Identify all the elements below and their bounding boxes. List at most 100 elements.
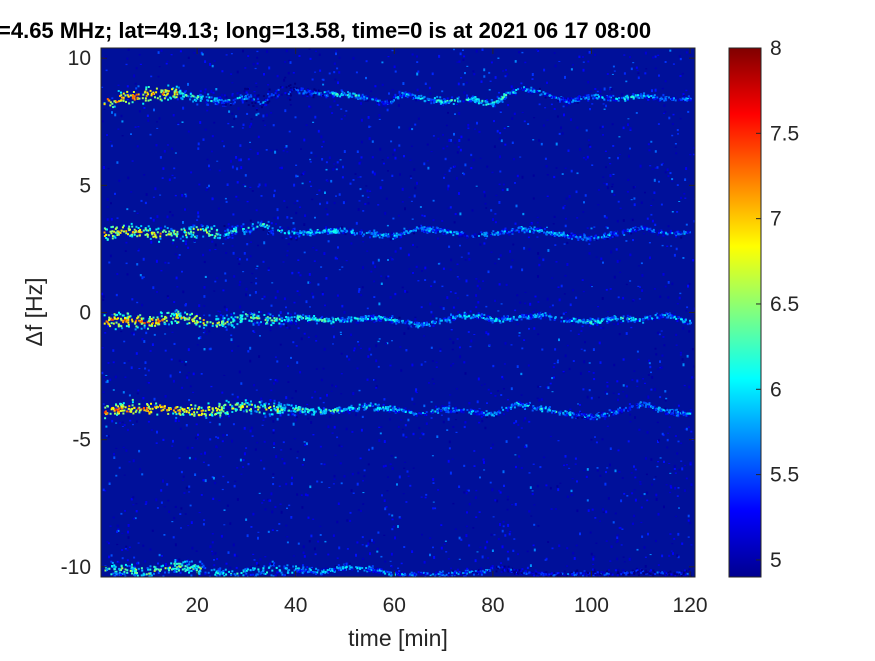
trace-point [223, 102, 226, 105]
noise-speck [102, 391, 105, 393]
noise-speck [616, 380, 619, 383]
noise-speck [116, 217, 119, 219]
trace-point [329, 232, 331, 235]
trace-point [168, 233, 171, 236]
noise-speck [530, 515, 533, 517]
noise-speck [202, 479, 205, 482]
noise-speck [462, 58, 465, 61]
noise-speck [488, 344, 491, 346]
noise-speck [540, 398, 543, 401]
trace-point [398, 321, 400, 324]
trace-point [163, 229, 166, 232]
noise-speck [452, 165, 455, 168]
noise-speck [267, 530, 270, 533]
noise-speck [513, 112, 516, 115]
noise-speck [139, 468, 141, 471]
noise-speck [249, 148, 252, 150]
noise-speck [231, 82, 234, 84]
noise-speck [187, 559, 190, 562]
noise-speck [463, 425, 466, 429]
noise-speck [601, 125, 604, 128]
trace-point [505, 94, 508, 97]
trace-point [607, 316, 609, 319]
noise-speck [586, 468, 589, 471]
trace-point [493, 105, 496, 108]
noise-speck [305, 124, 308, 126]
trace-point [411, 93, 413, 96]
trace-point [404, 91, 407, 94]
noise-speck [494, 499, 497, 502]
noise-speck [563, 113, 565, 117]
noise-speck [613, 70, 616, 72]
trace-point [213, 97, 216, 100]
noise-speck [238, 262, 241, 265]
noise-speck [520, 394, 523, 396]
trace-point [220, 97, 223, 100]
noise-speck [511, 117, 514, 120]
noise-speck [547, 541, 550, 543]
noise-speck [126, 99, 129, 100]
noise-speck [338, 444, 341, 447]
noise-speck [321, 146, 323, 148]
noise-speck [125, 449, 128, 452]
noise-speck [243, 252, 246, 255]
trace-point [499, 232, 502, 235]
trace-point [155, 322, 158, 325]
trace-point [306, 88, 309, 91]
trace-point [678, 233, 681, 236]
noise-speck [685, 427, 688, 431]
noise-speck [674, 146, 677, 148]
noise-speck [244, 67, 247, 69]
noise-speck [605, 226, 608, 228]
noise-speck [442, 307, 445, 310]
noise-speck [391, 528, 394, 531]
noise-speck [499, 111, 502, 113]
trace-point [355, 96, 358, 99]
noise-speck [250, 122, 253, 126]
noise-speck [475, 49, 478, 53]
noise-speck [545, 557, 548, 561]
trace-point [683, 322, 686, 325]
trace-point [407, 93, 410, 96]
trace-point [490, 234, 493, 237]
noise-speck [563, 205, 566, 207]
trace-point [249, 312, 252, 315]
noise-speck [433, 280, 436, 284]
trace-point [265, 104, 268, 107]
trace-point [625, 97, 628, 99]
noise-speck [335, 195, 337, 197]
trace-point [126, 90, 129, 93]
trace-point [614, 234, 617, 237]
trace-point [567, 236, 569, 239]
trace-point [562, 234, 565, 237]
noise-speck [590, 438, 593, 441]
noise-speck [551, 391, 554, 393]
trace-point [228, 226, 231, 229]
noise-speck [380, 275, 383, 277]
noise-speck [631, 379, 634, 381]
trace-point [486, 235, 489, 238]
trace-point [627, 96, 630, 99]
noise-speck [448, 138, 451, 142]
noise-speck [170, 147, 173, 150]
noise-speck [362, 210, 365, 212]
trace-point [587, 94, 590, 97]
trace-point [443, 227, 445, 230]
noise-speck [641, 535, 644, 538]
trace-point [606, 237, 609, 240]
noise-speck [582, 68, 585, 72]
noise-speck [242, 466, 245, 468]
trace-point [240, 225, 243, 228]
noise-speck [365, 76, 367, 80]
trace-point [147, 327, 149, 330]
noise-speck [629, 147, 631, 150]
noise-speck [268, 66, 271, 70]
trace-point [267, 220, 270, 223]
noise-speck [417, 70, 420, 73]
trace-point [257, 315, 260, 318]
noise-speck [689, 409, 692, 411]
noise-speck [292, 555, 295, 557]
noise-speck [523, 246, 526, 250]
trace-point [623, 98, 626, 101]
trace-point [327, 230, 330, 233]
